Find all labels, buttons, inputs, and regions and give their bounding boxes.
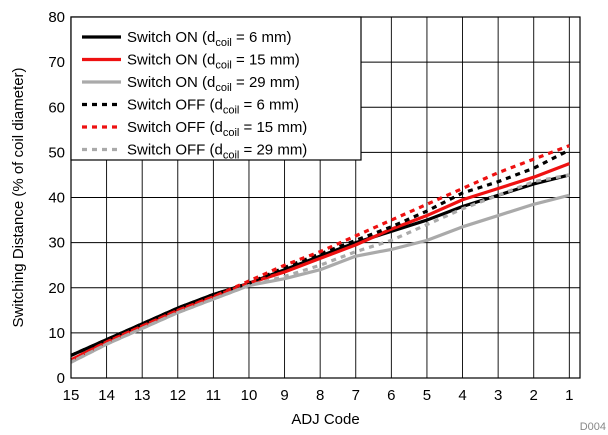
y-tick-label: 40 xyxy=(48,190,65,207)
legend-label: Switch OFF (dcoil = 29 mm) xyxy=(127,142,307,162)
legend-label: Switch OFF (dcoil = 15 mm) xyxy=(127,119,307,139)
legend-label: Switch OFF (dcoil = 6 mm) xyxy=(127,97,299,117)
legend-label: Switch ON (dcoil = 15 mm) xyxy=(127,52,300,72)
series-line-4 xyxy=(70,148,571,357)
x-tick-label: 10 xyxy=(241,387,258,404)
series-line-6 xyxy=(70,173,570,364)
x-tick-label: 13 xyxy=(134,387,151,404)
x-tick-label: 9 xyxy=(280,387,288,404)
x-tick-label: 3 xyxy=(494,387,502,404)
legend-label: Switch ON (dcoil = 6 mm) xyxy=(127,29,291,49)
x-tick-label: 6 xyxy=(387,387,395,404)
x-tick-label: 12 xyxy=(169,387,186,404)
x-tick-label: 1 xyxy=(565,387,573,404)
y-tick-label: 60 xyxy=(48,99,65,116)
legend: Switch ON (dcoil = 6 mm) Switch ON (dcoil… xyxy=(70,16,362,162)
legend-box xyxy=(70,16,362,161)
y-tick-label: 0 xyxy=(57,370,65,387)
x-tick-label: 11 xyxy=(206,387,222,404)
y-axis-ticks: 0 10 20 30 40 50 60 70 80 xyxy=(48,9,65,387)
x-tick-label: 2 xyxy=(530,387,538,404)
y-tick-label: 10 xyxy=(48,325,65,342)
x-axis-ticks: 15 14 13 12 11 10 9 8 7 6 5 4 3 2 1 xyxy=(63,387,574,404)
series-lines xyxy=(70,144,571,364)
legend-label: Switch ON (dcoil = 29 mm) xyxy=(127,74,300,94)
y-tick-label: 30 xyxy=(48,235,65,252)
y-tick-label: 50 xyxy=(48,144,65,161)
series-line-5 xyxy=(70,144,570,362)
x-axis-label: ADJ Code xyxy=(291,411,359,428)
x-tick-label: 14 xyxy=(98,387,115,404)
x-tick-label: 8 xyxy=(316,387,324,404)
y-tick-label: 70 xyxy=(48,54,65,71)
y-tick-label: 20 xyxy=(48,280,65,297)
x-tick-label: 15 xyxy=(63,387,80,404)
y-tick-label: 80 xyxy=(48,9,65,26)
x-tick-label: 7 xyxy=(352,387,360,404)
x-tick-label: 5 xyxy=(423,387,431,404)
figure-id: D004 xyxy=(580,421,606,433)
y-axis-label: Switching Distance (% of coil diameter) xyxy=(10,67,27,327)
x-tick-label: 4 xyxy=(458,387,466,404)
